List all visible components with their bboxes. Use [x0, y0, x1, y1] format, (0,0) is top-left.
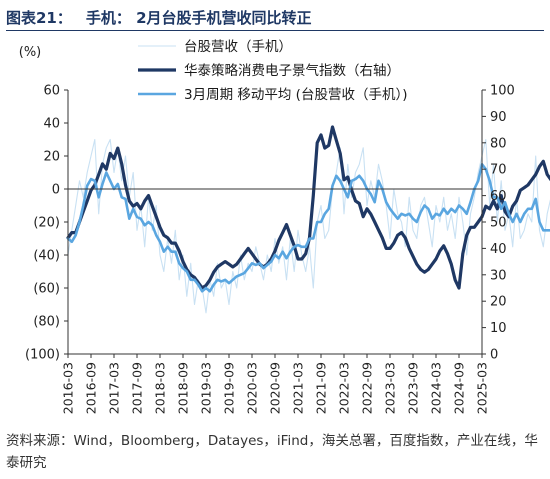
right-tick-label: 100: [490, 84, 515, 99]
figure-title: 手机： 2月台股手机营收同比转正: [85, 8, 312, 27]
right-tick-label: 0: [490, 348, 498, 363]
left-tick-label: (80): [33, 315, 60, 330]
legend: 台股营收（手机） 华泰策略消费电子景气指数（右轴） 3月周期 移动平均 (台股营收（…: [138, 39, 407, 103]
right-tick-label: 50: [490, 216, 507, 231]
series-raw-line: [67, 138, 550, 314]
legend-label: 台股营收（手机）: [184, 39, 292, 55]
x-tick-label: 2022-03: [337, 362, 352, 414]
right-tick-label: 70: [490, 163, 507, 178]
right-tick-label: 60: [490, 189, 507, 204]
right-tick-label: 80: [490, 136, 507, 151]
right-tick-label: 90: [490, 110, 507, 125]
right-tick-label: 20: [490, 295, 507, 310]
axes: (%)6040200(20)(40)(60)(80)(100)100908070…: [19, 45, 515, 414]
x-tick-label: 2017-09: [130, 362, 145, 414]
right-tick-label: 10: [490, 321, 507, 336]
legend-label: 3月周期 移动平均 (台股营收（手机）): [184, 87, 407, 103]
plot-lines: [66, 125, 550, 314]
x-tick-label: 2025-03: [475, 362, 490, 414]
x-tick-label: 2023-03: [383, 362, 398, 414]
legend-label: 华泰策略消费电子景气指数（右轴）: [184, 62, 400, 79]
x-tick-label: 2022-09: [360, 362, 375, 414]
left-tick-label: (60): [33, 282, 60, 297]
x-tick-label: 2021-03: [291, 362, 306, 414]
x-tick-label: 2024-03: [429, 362, 444, 414]
right-tick-label: 40: [490, 242, 507, 257]
left-tick-label: 40: [43, 117, 60, 132]
x-tick-label: 2016-03: [61, 362, 76, 414]
x-tick-label: 2023-09: [406, 362, 421, 414]
source-note: 资料来源：Wind，Bloomberg，Datayes，iFind，海关总署，百…: [6, 433, 538, 471]
figure-number: 图表21：: [6, 8, 72, 27]
chart: (%)6040200(20)(40)(60)(80)(100)100908070…: [19, 39, 550, 414]
x-tick-label: 2019-09: [222, 362, 237, 414]
x-tick-label: 2020-09: [268, 362, 283, 414]
left-tick-label: (20): [33, 216, 60, 231]
series-ma-line: [66, 163, 550, 293]
x-tick-label: 2021-09: [314, 362, 329, 414]
x-tick-label: 2019-03: [199, 362, 214, 414]
x-tick-label: 2020-03: [245, 362, 260, 414]
left-tick-label: 0: [52, 183, 60, 198]
right-tick-label: 30: [490, 268, 507, 283]
series-index-line: [66, 125, 550, 290]
x-tick-label: 2024-09: [452, 362, 467, 414]
x-tick-label: 2016-09: [84, 362, 99, 414]
left-tick-label: 20: [43, 150, 60, 165]
x-tick-label: 2017-03: [107, 362, 122, 414]
x-tick-label: 2018-03: [153, 362, 168, 414]
x-tick-label: 2018-09: [176, 362, 191, 414]
left-tick-label: (100): [25, 348, 60, 363]
left-tick-label: 60: [43, 84, 60, 99]
left-tick-label: (40): [33, 249, 60, 264]
figure-title-bar: 图表21： 手机： 2月台股手机营收同比转正: [6, 4, 544, 31]
left-axis-unit: (%): [19, 45, 42, 60]
